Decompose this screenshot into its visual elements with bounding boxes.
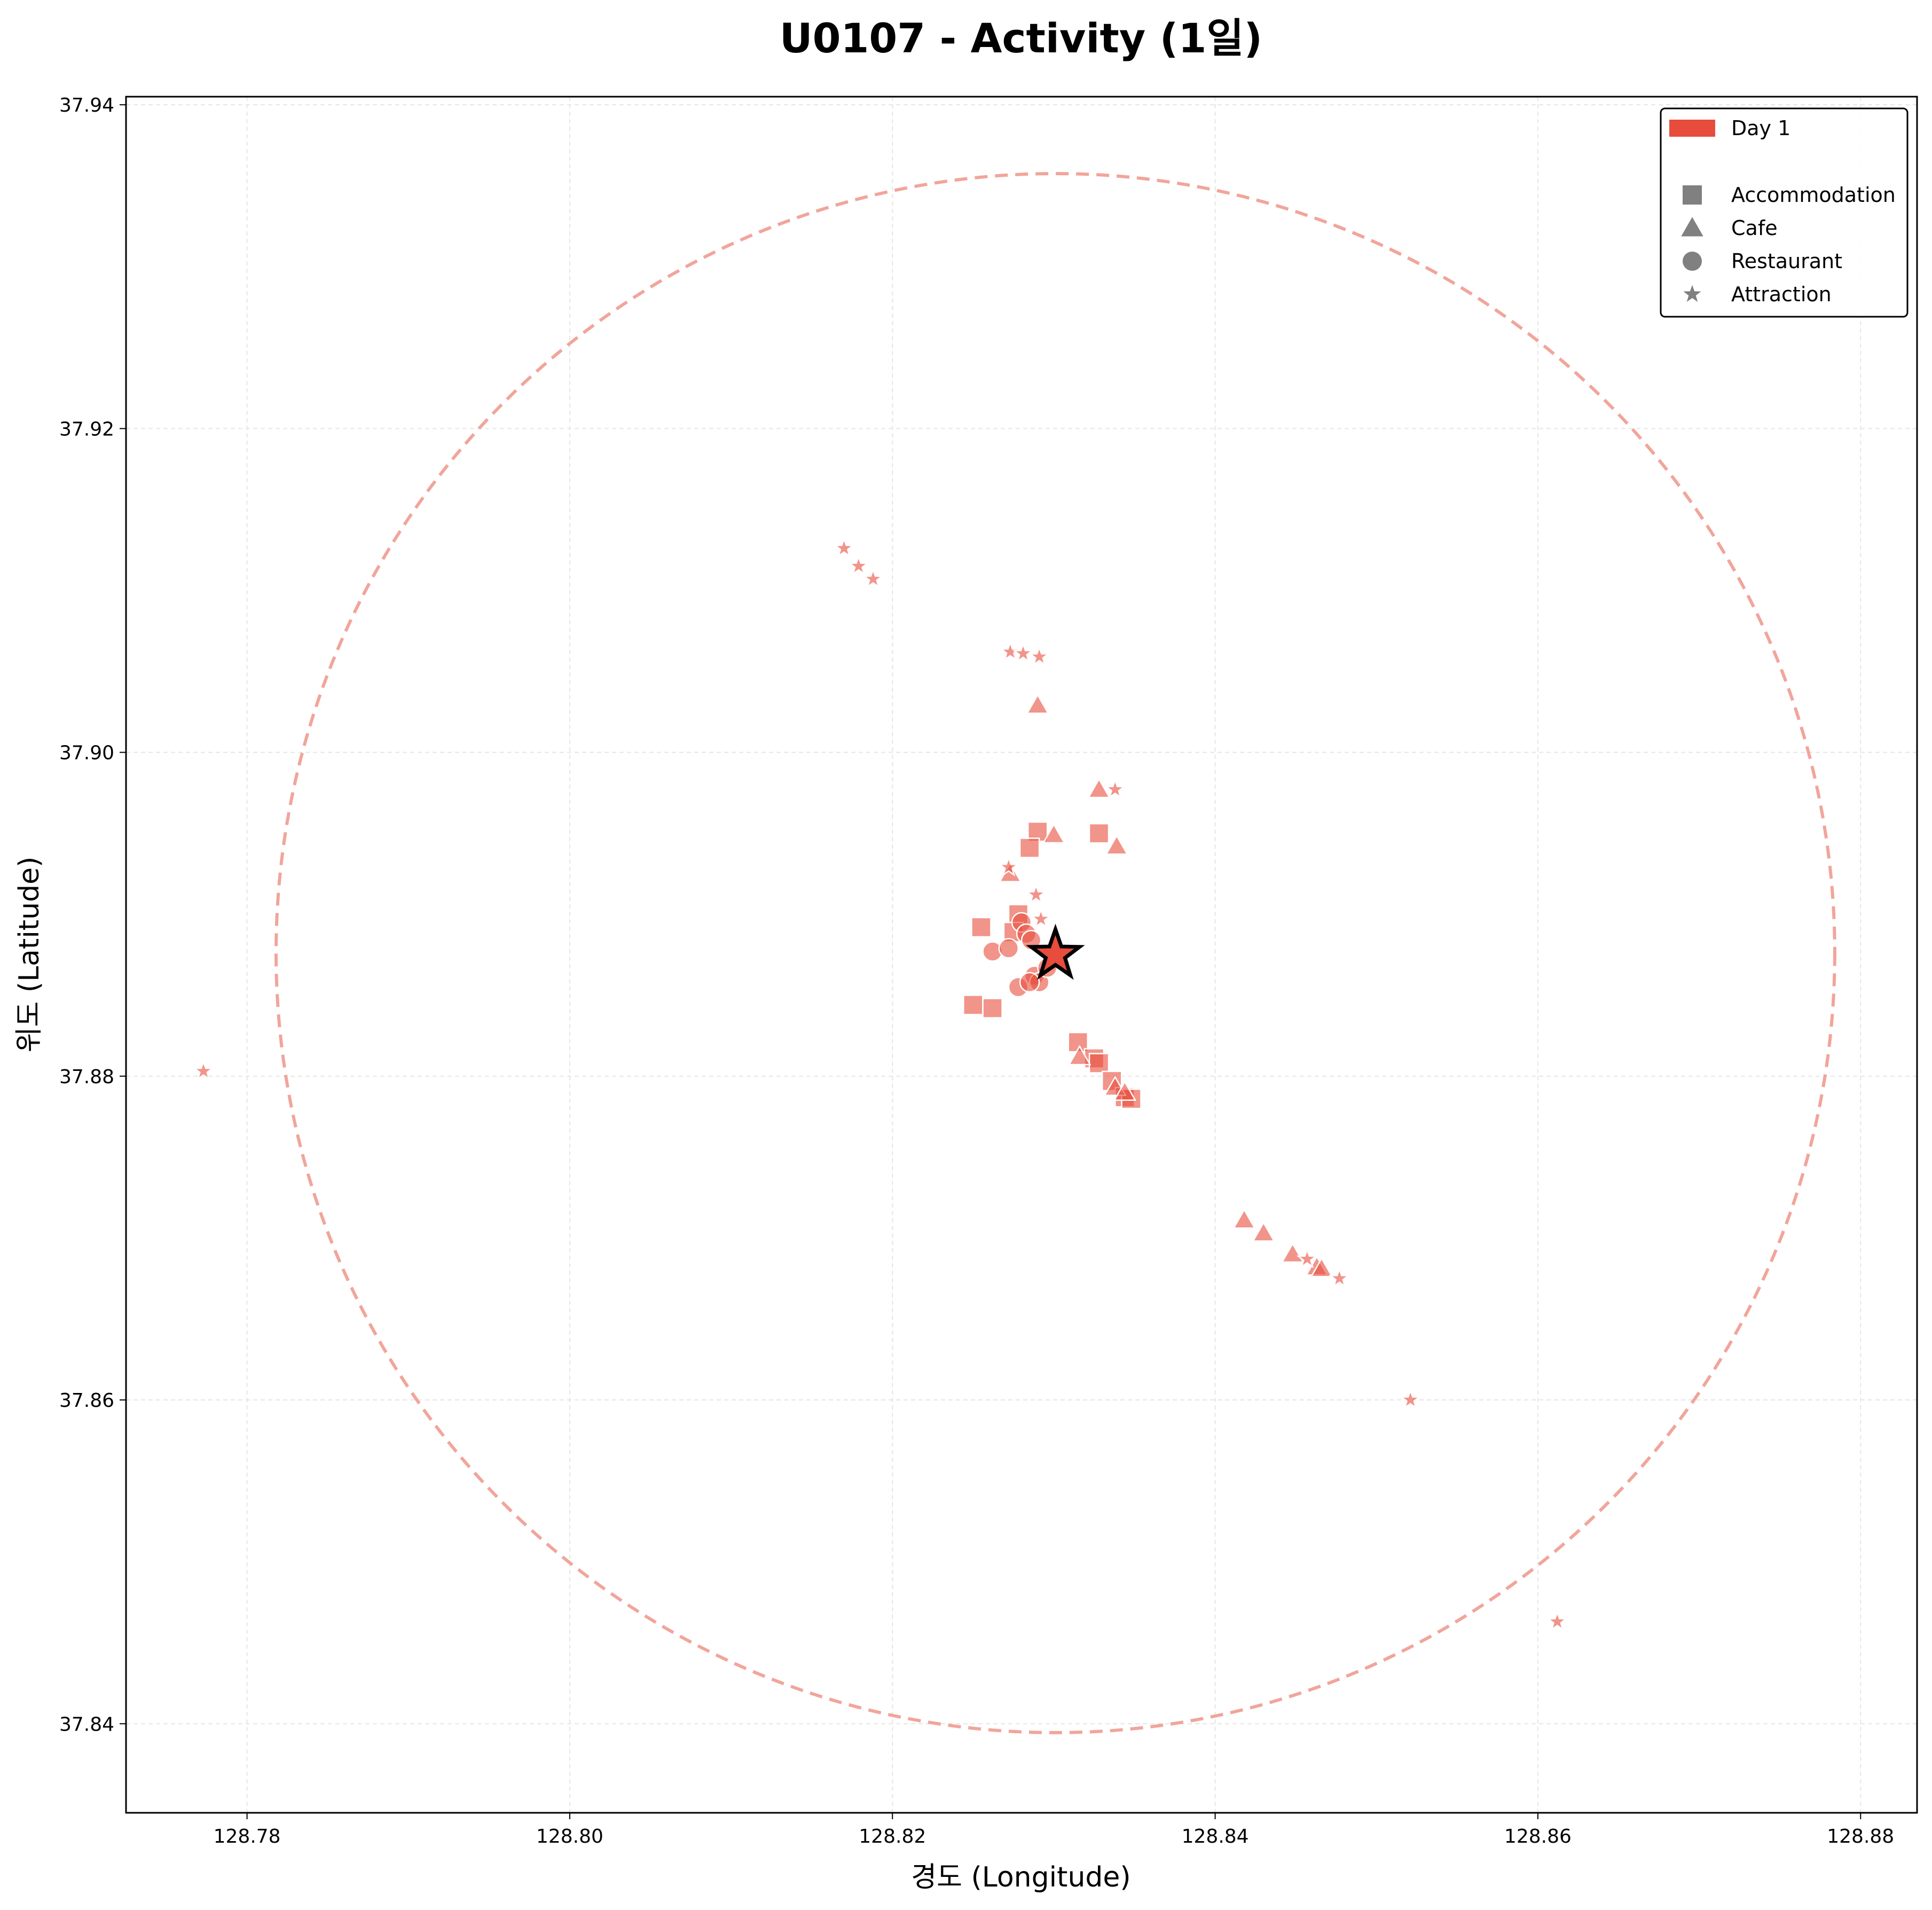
data-point-accommodation (1088, 1053, 1110, 1074)
data-point-attraction (1328, 1267, 1350, 1288)
data-point-attraction (1030, 907, 1052, 929)
data-point-cafe (1042, 823, 1066, 844)
x-tick-label: 128.86 (1504, 1826, 1572, 1848)
data-point-restaurant (998, 938, 1019, 959)
legend: Day 1 Accommodation Cafe Restaurant Attracti… (1660, 107, 1909, 318)
data-point-attraction (1296, 1248, 1318, 1269)
legend-marker-restaurant (1683, 252, 1702, 271)
legend-label-attraction: Attraction (1731, 283, 1832, 306)
data-point-attraction (1399, 1388, 1421, 1410)
data-point-attraction (192, 1060, 215, 1081)
data-point-attraction (999, 640, 1022, 661)
legend-marker-cafe (1681, 217, 1703, 237)
data-point-cafe (1105, 834, 1128, 855)
radius-circle (274, 172, 1836, 1734)
y-tick-label: 37.92 (59, 418, 114, 440)
data-point-attraction (833, 537, 855, 558)
data-point-cafe (1252, 1221, 1275, 1242)
legend-label-cafe: Cafe (1731, 216, 1778, 240)
data-point-cafe (1232, 1208, 1256, 1229)
radius-circle-layer (274, 172, 1836, 1734)
x-axis-ticks: 128.78 128.80 128.82 128.84 128.86 128.88 (214, 1813, 1894, 1848)
y-axis-ticks: 37.84 37.86 37.88 37.90 37.92 37.94 (59, 95, 126, 1735)
x-tick-label: 128.82 (859, 1826, 926, 1848)
y-tick-label: 37.84 (59, 1713, 114, 1735)
data-point-attraction (1104, 778, 1126, 799)
data-point-cafe (1087, 778, 1111, 799)
data-point-accommodation (982, 998, 1003, 1019)
data-point-attraction (847, 554, 870, 576)
plot-area (125, 96, 1918, 1814)
x-tick-label: 128.88 (1827, 1826, 1894, 1848)
center-star-marker (1026, 923, 1085, 980)
y-tick-label: 37.86 (59, 1390, 114, 1412)
legend-marker-accommodation (1683, 185, 1702, 205)
data-point-accommodation (971, 917, 992, 938)
data-point-accommodation (1019, 837, 1040, 858)
data-point-cafe (1113, 1081, 1137, 1101)
legend-marker-attraction (1683, 285, 1701, 302)
x-tick-label: 128.80 (536, 1826, 603, 1848)
chart-title: U0107 - Activity (1일) (780, 14, 1262, 62)
x-tick-label: 128.78 (214, 1826, 281, 1848)
data-point-attraction (1546, 1610, 1568, 1631)
data-point-attraction (1028, 645, 1050, 666)
data-point-accommodation (1088, 823, 1110, 844)
y-axis-label: 위도 (Latitude) (13, 857, 45, 1053)
center-layer (1026, 923, 1085, 980)
legend-label-accommodation: Accommodation (1731, 183, 1896, 207)
legend-swatch-day (1669, 120, 1715, 137)
data-point-attraction (1025, 883, 1047, 904)
x-tick-label: 128.84 (1182, 1826, 1249, 1848)
data-point-restaurant (1019, 972, 1040, 993)
data-point-cafe (1026, 693, 1049, 714)
data-point-accommodation (963, 995, 984, 1015)
data-point-cafe (1281, 1242, 1305, 1263)
legend-box (1660, 107, 1909, 318)
legend-label-restaurant: Restaurant (1731, 249, 1842, 273)
data-point-attraction (1012, 642, 1034, 663)
data-point-cafe (1310, 1257, 1333, 1278)
x-axis-label: 경도 (Longitude) (911, 1861, 1130, 1893)
y-tick-label: 37.94 (59, 95, 114, 116)
data-point-attraction (862, 567, 884, 589)
data-point-attraction (998, 856, 1020, 877)
y-tick-label: 37.88 (59, 1066, 114, 1088)
data-point-cafe (1068, 1045, 1091, 1066)
y-tick-label: 37.90 (59, 742, 114, 764)
grid (126, 97, 1917, 1813)
legend-label-day: Day 1 (1731, 116, 1790, 140)
